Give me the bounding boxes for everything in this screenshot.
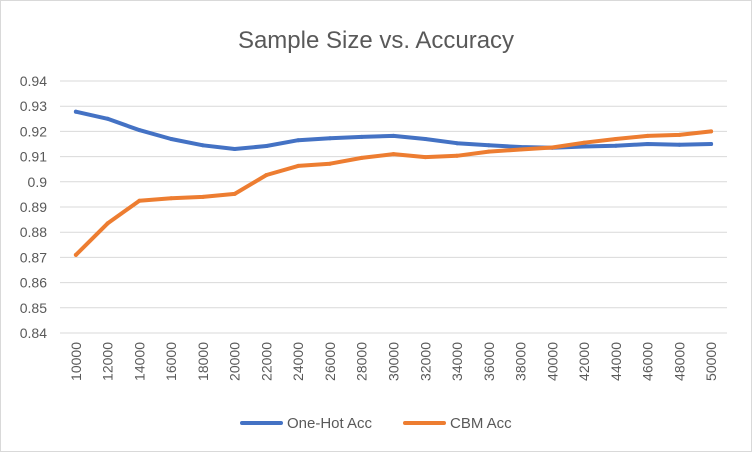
data-point: [232, 191, 237, 196]
data-point: [423, 137, 428, 141]
series-line-one-hot-acc: [73, 109, 714, 151]
data-point: [359, 155, 364, 160]
data-point: [296, 138, 301, 143]
data-point: [105, 221, 110, 226]
data-point: [328, 161, 332, 166]
x-tick-label: 26000: [322, 342, 338, 381]
y-tick-label: 0.94: [20, 73, 47, 89]
data-point: [137, 198, 142, 203]
x-tick-label: 34000: [449, 342, 465, 381]
y-tick-label: 0.92: [20, 123, 47, 139]
data-point: [264, 144, 269, 148]
x-tick-label: 42000: [576, 342, 592, 381]
data-point: [137, 128, 142, 133]
series-lines: [73, 109, 714, 257]
y-tick-label: 0.85: [20, 300, 47, 316]
y-tick-label: 0.87: [20, 249, 47, 265]
data-point: [391, 152, 396, 157]
x-tick-label: 22000: [258, 342, 274, 381]
y-tick-label: 0.9: [28, 174, 48, 190]
data-point: [613, 143, 618, 148]
data-point: [73, 252, 78, 257]
x-tick-label: 10000: [68, 342, 84, 381]
data-point: [105, 116, 110, 121]
data-point: [359, 134, 364, 139]
x-tick-label: 44000: [608, 342, 624, 381]
data-point: [709, 142, 714, 146]
data-point: [169, 196, 174, 201]
x-tick-label: 40000: [544, 342, 560, 381]
data-point: [232, 147, 237, 151]
data-point: [200, 194, 205, 199]
data-point: [455, 153, 459, 158]
x-tick-label: 18000: [195, 342, 211, 381]
x-tick-label: 32000: [417, 342, 433, 381]
y-axis-ticks: 0.84 0.85 0.86 0.87 0.88 0.89 0.9 0.91 0.92 0.93 0…: [20, 73, 47, 341]
y-tick-label: 0.88: [20, 224, 47, 240]
series-line-cbm-acc: [73, 129, 714, 257]
x-tick-label: 48000: [671, 342, 687, 381]
legend-label-cbm-acc: CBM Acc: [450, 415, 512, 432]
x-tick-label: 36000: [481, 342, 497, 381]
x-tick-label: 24000: [290, 342, 306, 381]
x-axis-ticks: 10000 12000 14000 16000 18000 20000 22000 24000…: [68, 342, 719, 381]
x-tick-label: 50000: [703, 342, 719, 381]
data-point: [264, 173, 269, 177]
legend-label-one-hot-acc: One-Hot Acc: [287, 415, 373, 432]
data-point: [645, 133, 650, 138]
x-tick-label: 16000: [163, 342, 179, 381]
data-point: [169, 137, 174, 141]
legend: One-Hot Acc CBM Acc: [240, 415, 512, 432]
data-point: [200, 143, 205, 148]
data-point: [73, 109, 78, 114]
x-tick-label: 14000: [131, 342, 147, 381]
data-point: [677, 132, 682, 137]
y-tick-label: 0.86: [20, 275, 47, 291]
data-point: [486, 149, 491, 154]
data-point: [645, 142, 650, 146]
x-tick-label: 20000: [227, 342, 243, 381]
chart-title: Sample Size vs. Accuracy: [238, 27, 514, 54]
x-tick-label: 28000: [354, 342, 370, 381]
x-tick-label: 46000: [640, 342, 656, 381]
x-tick-label: 12000: [100, 342, 116, 381]
data-point: [518, 147, 523, 152]
data-point: [391, 133, 396, 138]
data-point: [486, 143, 491, 148]
gridlines: [60, 80, 727, 334]
data-point: [455, 141, 459, 146]
x-tick-label: 38000: [513, 342, 529, 381]
data-point: [709, 129, 714, 134]
y-tick-label: 0.93: [20, 98, 47, 114]
y-tick-label: 0.84: [20, 325, 47, 341]
x-tick-label: 30000: [386, 342, 402, 381]
data-point: [613, 137, 618, 141]
data-point: [677, 142, 682, 147]
data-point: [550, 145, 555, 150]
y-tick-label: 0.91: [20, 149, 47, 165]
y-tick-label: 0.89: [20, 199, 47, 215]
data-point: [328, 136, 332, 141]
data-point: [582, 140, 587, 145]
data-point: [582, 144, 587, 149]
data-point: [423, 155, 428, 160]
data-point: [296, 163, 301, 168]
